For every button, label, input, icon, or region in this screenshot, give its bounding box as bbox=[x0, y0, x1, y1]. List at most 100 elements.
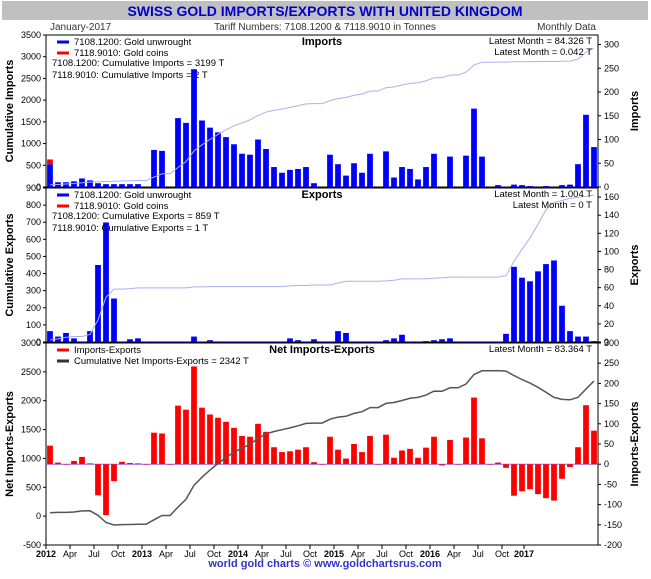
bar bbox=[439, 339, 445, 342]
x-tick-label: Apr bbox=[447, 549, 461, 559]
bar bbox=[487, 187, 493, 188]
bar bbox=[87, 180, 93, 187]
left-tick-label: 600 bbox=[26, 234, 41, 244]
bar bbox=[95, 265, 101, 342]
bar bbox=[439, 464, 445, 466]
x-tick-label: Jul bbox=[472, 549, 484, 559]
bar bbox=[231, 144, 237, 187]
cumulative-note: 7108.1200: Cumulative Exports = 859 T bbox=[52, 211, 220, 222]
bar bbox=[399, 167, 405, 187]
bar bbox=[583, 336, 589, 342]
chart-panels: 0500100015002000250030003500050100150200… bbox=[4, 30, 641, 550]
left-tick-label: 2000 bbox=[21, 95, 41, 105]
legend-label: 7118.9010: Gold coins bbox=[74, 48, 169, 59]
left-tick-label: 1000 bbox=[21, 453, 41, 463]
bar bbox=[279, 342, 285, 343]
bar bbox=[583, 114, 589, 187]
latest-month-note: Latest Month = 0.042 T bbox=[494, 47, 592, 58]
x-tick-label: Oct bbox=[495, 549, 510, 559]
bar bbox=[335, 449, 341, 465]
bar bbox=[175, 342, 181, 343]
bar bbox=[159, 150, 165, 187]
bar bbox=[175, 405, 181, 465]
x-axis: 2012 Apr Jul Oct 2013 Apr Jul Oct 2014 Apr Jul Oct 2… bbox=[36, 545, 534, 559]
right-tick-label: 50 bbox=[604, 158, 614, 168]
latest-month-note: Latest Month = 0 T bbox=[513, 200, 592, 211]
bar bbox=[127, 184, 133, 187]
panel-border bbox=[45, 34, 599, 188]
bar bbox=[47, 445, 53, 465]
left-tick-label: 1500 bbox=[21, 425, 41, 435]
date-label: January-2017 bbox=[50, 22, 112, 33]
left-tick-label: 2000 bbox=[21, 396, 41, 406]
bar bbox=[295, 168, 301, 187]
x-tick-label: 2012 bbox=[36, 549, 56, 559]
bar bbox=[583, 405, 589, 465]
left-tick-label: 3000 bbox=[21, 338, 41, 348]
panel-1: 0 500 1000 1500 2000 2500 3000 3500 0 50 100 150 200… bbox=[4, 30, 641, 192]
bar bbox=[455, 342, 461, 343]
right-tick-label: 150 bbox=[604, 111, 619, 121]
bar bbox=[151, 342, 157, 343]
bar bbox=[119, 342, 125, 343]
x-tick-label: Jul bbox=[88, 549, 100, 559]
x-tick-label: Jul bbox=[280, 549, 292, 559]
bar bbox=[295, 449, 301, 465]
bar bbox=[391, 457, 397, 465]
bar bbox=[167, 464, 173, 465]
bar bbox=[503, 187, 509, 188]
bar bbox=[223, 342, 229, 343]
left-tick-label: 500 bbox=[26, 251, 41, 261]
legend-label: Imports-Exports bbox=[74, 345, 141, 356]
bar bbox=[527, 281, 533, 342]
bar bbox=[367, 153, 373, 187]
bar bbox=[215, 417, 221, 465]
bar bbox=[79, 342, 85, 343]
bar bbox=[287, 338, 293, 342]
bar bbox=[543, 264, 549, 342]
legend-label: Cumulative Net Imports-Exports = 2342 T bbox=[74, 356, 249, 367]
bar bbox=[391, 338, 397, 342]
bar bbox=[391, 177, 397, 187]
bar bbox=[215, 342, 221, 343]
bar bbox=[191, 336, 197, 342]
right-tick-label: 300 bbox=[604, 338, 619, 348]
bar bbox=[375, 342, 381, 343]
bar bbox=[407, 168, 413, 187]
bar bbox=[263, 149, 269, 187]
x-tick-label: 2016 bbox=[420, 549, 440, 559]
bar bbox=[487, 464, 493, 465]
bar bbox=[79, 456, 85, 465]
bar bbox=[383, 151, 389, 187]
bar bbox=[455, 187, 461, 188]
bar bbox=[71, 181, 77, 187]
bar bbox=[303, 167, 309, 187]
bar bbox=[319, 342, 325, 343]
bar bbox=[239, 435, 245, 465]
bar bbox=[167, 187, 173, 188]
bar bbox=[399, 334, 405, 342]
left-tick-label: 200 bbox=[26, 303, 41, 313]
bar bbox=[511, 266, 517, 342]
right-tick-label: 100 bbox=[604, 246, 619, 256]
bar bbox=[55, 462, 61, 465]
bar bbox=[239, 342, 245, 343]
bar bbox=[575, 336, 581, 342]
bar bbox=[183, 409, 189, 465]
bar bbox=[367, 342, 373, 343]
left-tick-label: 400 bbox=[26, 269, 41, 279]
bar bbox=[103, 464, 109, 516]
bar bbox=[327, 154, 333, 187]
bar bbox=[439, 187, 445, 188]
left-tick-label: 2500 bbox=[21, 367, 41, 377]
bar bbox=[575, 447, 581, 465]
x-tick-label: 2017 bbox=[514, 549, 534, 559]
bar bbox=[479, 342, 485, 343]
bar bbox=[407, 448, 413, 465]
bar bbox=[207, 414, 213, 465]
footer-credit: world gold charts © www.goldchartsrus.co… bbox=[207, 558, 441, 570]
right-tick-label: 150 bbox=[604, 399, 619, 409]
bar bbox=[87, 331, 93, 342]
right-tick-label: 80 bbox=[604, 265, 614, 275]
